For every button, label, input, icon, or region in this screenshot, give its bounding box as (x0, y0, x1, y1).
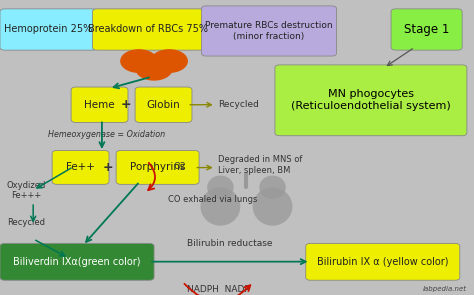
Text: Recycled: Recycled (7, 218, 45, 227)
FancyBboxPatch shape (0, 9, 97, 50)
Text: MN phogocytes
(Reticuloendothelial system): MN phogocytes (Reticuloendothelial syste… (291, 89, 451, 111)
FancyBboxPatch shape (135, 87, 192, 122)
Text: NADPH  NADP: NADPH NADP (187, 285, 249, 294)
Ellipse shape (207, 176, 234, 199)
Text: Degraded in MNS of
Liver, spleen, BM: Degraded in MNS of Liver, spleen, BM (218, 155, 302, 175)
FancyBboxPatch shape (71, 87, 128, 122)
FancyBboxPatch shape (92, 9, 204, 50)
Text: Oxydized
Fe+++: Oxydized Fe+++ (6, 181, 46, 200)
FancyBboxPatch shape (0, 243, 154, 280)
Text: Fe++: Fe++ (66, 163, 95, 172)
Text: +: + (120, 98, 131, 111)
FancyBboxPatch shape (306, 243, 460, 280)
Text: Hemoprotein 25%: Hemoprotein 25% (4, 24, 93, 35)
Ellipse shape (253, 187, 292, 226)
Text: Stage 1: Stage 1 (404, 23, 449, 36)
Text: labpedia.net: labpedia.net (423, 286, 467, 292)
Text: Breakdown of RBCs 75%: Breakdown of RBCs 75% (88, 24, 208, 35)
Text: Porphyrins: Porphyrins (130, 163, 185, 172)
Circle shape (136, 58, 172, 80)
Ellipse shape (259, 176, 286, 199)
Text: +: + (103, 161, 113, 174)
Text: Premature RBCs destruction
(minor fraction): Premature RBCs destruction (minor fracti… (205, 21, 333, 41)
Text: CO exhaled via lungs: CO exhaled via lungs (168, 195, 258, 204)
Text: Hemeoxygenase = Oxidation: Hemeoxygenase = Oxidation (48, 130, 165, 139)
Text: O2: O2 (173, 162, 186, 171)
Text: Bilirubin reductase: Bilirubin reductase (187, 239, 273, 248)
Text: Heme: Heme (84, 100, 115, 110)
Ellipse shape (201, 187, 240, 226)
FancyBboxPatch shape (201, 6, 337, 56)
Text: Bilirubin IX α (yellow color): Bilirubin IX α (yellow color) (317, 257, 448, 267)
Text: Biliverdin IXα(green color): Biliverdin IXα(green color) (13, 257, 141, 267)
Circle shape (121, 50, 157, 72)
FancyBboxPatch shape (275, 65, 467, 136)
Text: Recycled: Recycled (218, 100, 259, 109)
FancyBboxPatch shape (116, 150, 199, 184)
FancyBboxPatch shape (52, 150, 109, 184)
FancyBboxPatch shape (391, 9, 462, 50)
Text: Globin: Globin (146, 100, 181, 110)
Circle shape (151, 50, 187, 72)
